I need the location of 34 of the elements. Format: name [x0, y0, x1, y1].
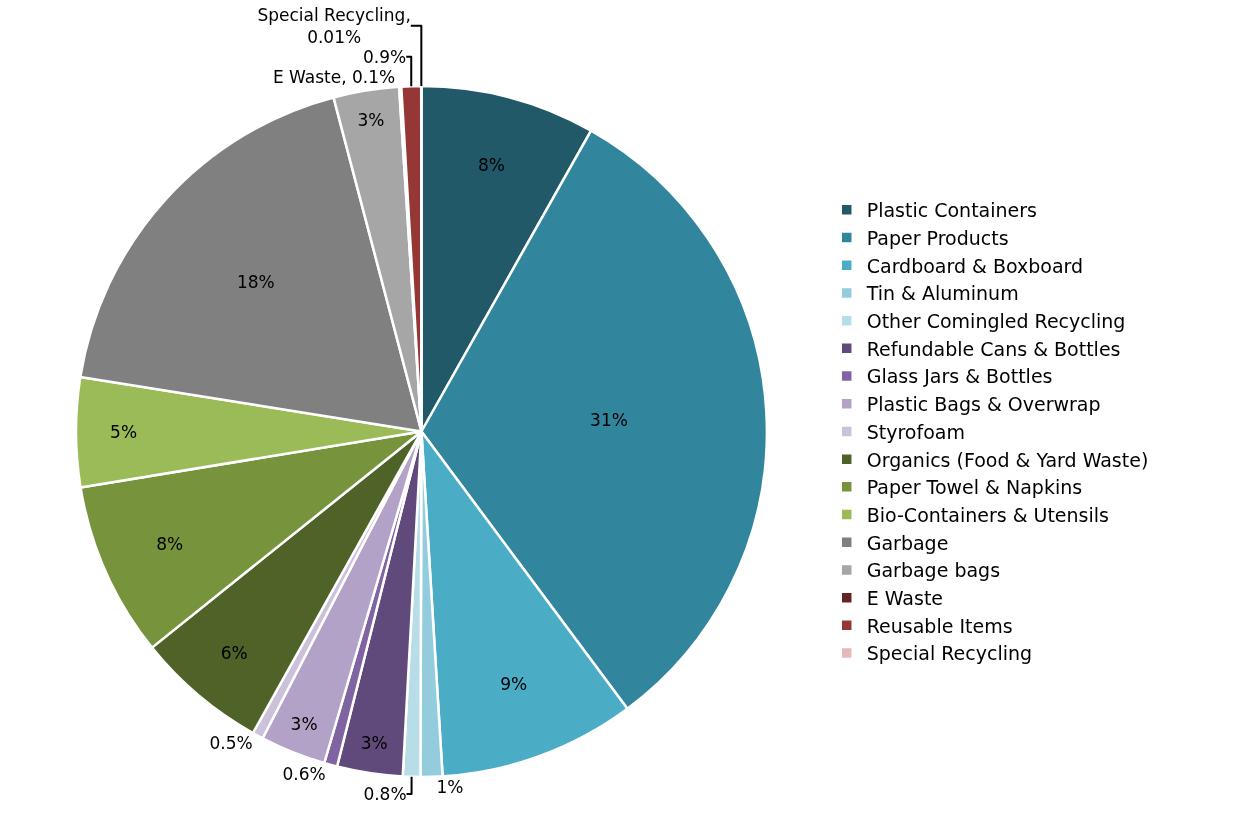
data-label: 8% [477, 155, 505, 176]
data-label: Special Recycling, 0.01% [257, 4, 411, 47]
data-label: 0.6% [282, 764, 326, 785]
legend-label: Glass Jars & Bottles [866, 365, 1053, 388]
legend-label: Organics (Food & Yard Waste) [866, 448, 1149, 471]
data-label: 3% [290, 714, 318, 734]
legend-label: Reusable Items [866, 614, 1013, 637]
data-label: 3% [360, 733, 388, 754]
data-label: E Waste, 0.1% [272, 66, 396, 87]
data-label: 0.9% [363, 46, 407, 67]
data-label: 18% [236, 271, 275, 292]
data-label: 9% [500, 674, 528, 695]
data-label: 3% [357, 110, 385, 131]
data-label: 6% [220, 642, 248, 663]
data-label: 1% [436, 776, 464, 797]
data-label: 0.8% [363, 784, 407, 805]
legend-label: Tin & Aluminum [865, 282, 1019, 305]
legend-label: Plastic Bags & Overwrap [866, 393, 1101, 416]
legend-label: Paper Towel & Napkins [866, 476, 1083, 499]
legend-label: E Waste [866, 587, 944, 610]
data-label: 0.5% [209, 733, 253, 754]
legend-label: Refundable Cans & Bottles [866, 337, 1121, 360]
legend-label: Garbage [866, 531, 949, 554]
legend-label: Plastic Containers [866, 199, 1037, 222]
legend-label: Paper Products [866, 226, 1009, 249]
legend-label: Styrofoam [866, 420, 965, 443]
legend-label: Bio-Containers & Utensils [866, 503, 1109, 526]
legend-label: Garbage bags [866, 559, 1001, 582]
legend-label: Other Comingled Recycling [866, 310, 1126, 333]
data-label: 31% [590, 409, 628, 430]
legend-label: Special Recycling [866, 642, 1033, 665]
data-label: 5% [110, 422, 138, 443]
legend-label: Cardboard & Boxboard [866, 254, 1084, 277]
data-label: 8% [156, 533, 184, 554]
